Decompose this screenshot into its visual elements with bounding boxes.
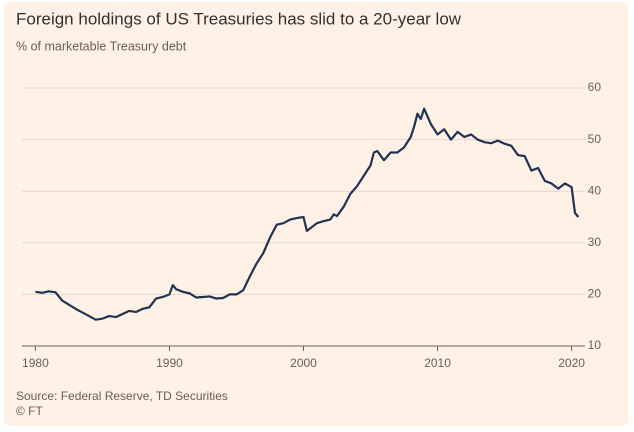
chart-subtitle: % of marketable Treasury debt <box>16 39 187 53</box>
x-tick-label: 1990 <box>156 356 183 370</box>
y-tick-label: 20 <box>588 287 602 301</box>
x-tick-label: 2010 <box>424 356 451 370</box>
x-tick-label: 2020 <box>558 356 585 370</box>
y-tick-label: 10 <box>588 338 602 352</box>
y-tick-label: 40 <box>588 183 602 197</box>
y-tick-label: 50 <box>588 132 602 146</box>
y-tick-label: 60 <box>588 80 602 94</box>
data-line <box>35 107 580 321</box>
credit: © FT <box>16 404 44 418</box>
card <box>4 2 628 426</box>
x-tick-label: 2000 <box>290 356 317 370</box>
y-tick-label: 30 <box>588 235 602 249</box>
source: Source: Federal Reserve, TD Securities <box>16 389 228 403</box>
x-tick-label: 1980 <box>22 356 49 370</box>
chart-title: Foreign holdings of US Treasuries has sl… <box>16 9 462 28</box>
